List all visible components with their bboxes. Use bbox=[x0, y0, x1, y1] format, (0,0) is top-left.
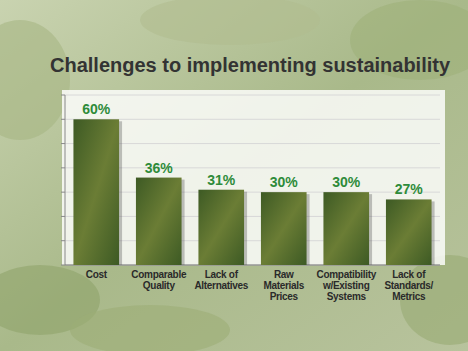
y-tick bbox=[61, 240, 65, 241]
title: Challenges to implementing sustainabilit… bbox=[50, 54, 451, 76]
bar bbox=[198, 190, 244, 265]
leaf-decoration bbox=[70, 305, 230, 351]
y-tick bbox=[61, 119, 65, 120]
x-tick-label-line: Quality bbox=[143, 280, 176, 291]
grid-line bbox=[65, 119, 440, 120]
x-tick-label: RawMaterialsPrices bbox=[263, 269, 304, 302]
x-tick-label-line: Materials bbox=[263, 280, 304, 291]
x-tick-label-line: Alternatives bbox=[194, 280, 248, 291]
bar bbox=[386, 199, 432, 265]
grid-line bbox=[65, 95, 440, 96]
x-tick-label-line: Cost bbox=[86, 269, 108, 280]
x-tick-label-line: Systems bbox=[327, 291, 367, 302]
y-tick bbox=[61, 167, 65, 168]
x-tick-label: Lack ofStandards/Metrics bbox=[384, 269, 433, 302]
data-label: 30% bbox=[270, 174, 299, 190]
x-tick-label-line: Comparable bbox=[131, 269, 187, 280]
x-tick-label: ComparableQuality bbox=[131, 269, 187, 291]
x-tick-label: Compatibilityw/ExistingSystems bbox=[317, 269, 377, 302]
chart: Challenges to implementing sustainabilit… bbox=[0, 0, 468, 351]
y-axis bbox=[65, 95, 66, 265]
bar bbox=[73, 119, 119, 265]
bar bbox=[261, 192, 307, 265]
data-label: 36% bbox=[145, 160, 174, 176]
y-tick bbox=[61, 143, 65, 144]
x-tick-label-line: Lack of bbox=[205, 269, 239, 280]
y-tick bbox=[61, 95, 65, 96]
y-tick bbox=[61, 265, 65, 266]
x-tick-label-line: Standards/ bbox=[384, 280, 433, 291]
bar bbox=[323, 192, 369, 265]
bar bbox=[136, 178, 182, 265]
y-tick bbox=[61, 192, 65, 193]
x-tick-label-line: w/Existing bbox=[322, 280, 370, 291]
x-tick-label-line: Metrics bbox=[392, 291, 426, 302]
data-label: 60% bbox=[82, 101, 111, 117]
leaf-decoration bbox=[0, 20, 70, 140]
y-tick bbox=[61, 216, 65, 217]
leaf-decoration bbox=[140, 0, 320, 45]
x-tick-label: Lack ofAlternatives bbox=[194, 269, 248, 291]
x-tick-label-line: Lack of bbox=[392, 269, 426, 280]
x-tick-label: Cost bbox=[86, 269, 108, 280]
x-tick-label-line: Prices bbox=[270, 291, 299, 302]
data-label: 27% bbox=[395, 181, 424, 197]
bars bbox=[73, 119, 434, 265]
x-tick-label-line: Raw bbox=[274, 269, 294, 280]
data-label: 31% bbox=[207, 172, 236, 188]
data-label: 30% bbox=[332, 174, 361, 190]
x-tick-label-line: Compatibility bbox=[317, 269, 377, 280]
